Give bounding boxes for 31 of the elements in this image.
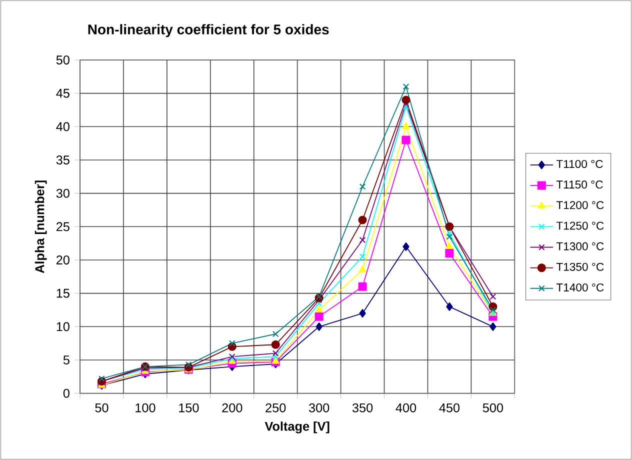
legend-label: T1300 °C [556, 242, 604, 250]
y-tick-label: 15 [56, 288, 70, 298]
y-tick-label: 10 [56, 322, 70, 332]
legend-label: T1250 °C [556, 222, 604, 230]
legend-label: T1150 °C [556, 180, 603, 189]
y-tick-label: 5 [63, 356, 70, 364]
legend-label: T1100 °C [556, 160, 603, 168]
y-tick-label: 35 [56, 156, 70, 164]
y-tick-label: 20 [56, 256, 70, 264]
y-tick-label: 45 [56, 88, 70, 98]
y-axis-title: Alpha [number] [34, 180, 47, 274]
y-tick-label: 0 [63, 388, 70, 398]
chart-title: Non-linearity coefficient for 5 oxides [88, 24, 329, 38]
legend-label: T1400 °C [556, 283, 604, 292]
x-tick-label: 200 [222, 403, 242, 412]
x-tick-label: 50 [95, 403, 108, 412]
y-tick-label: 25 [56, 222, 70, 232]
x-tick-label: 500 [482, 403, 503, 412]
x-tick-label: 100 [136, 403, 156, 412]
legend-label: T1350 °C [556, 262, 604, 271]
x-axis-title: Voltage [V] [264, 421, 330, 434]
legend-label: T1200 °C [556, 201, 604, 210]
x-tick-label: 450 [439, 403, 460, 412]
x-tick-label: 400 [396, 403, 416, 412]
x-tick-label: 300 [308, 403, 330, 412]
x-tick-label: 150 [179, 403, 199, 412]
y-tick-label: 30 [56, 188, 70, 198]
y-tick-label: 40 [56, 122, 70, 132]
y-tick-label: 50 [56, 56, 70, 64]
x-tick-label: 350 [352, 403, 373, 412]
x-tick-label: 250 [266, 403, 286, 412]
